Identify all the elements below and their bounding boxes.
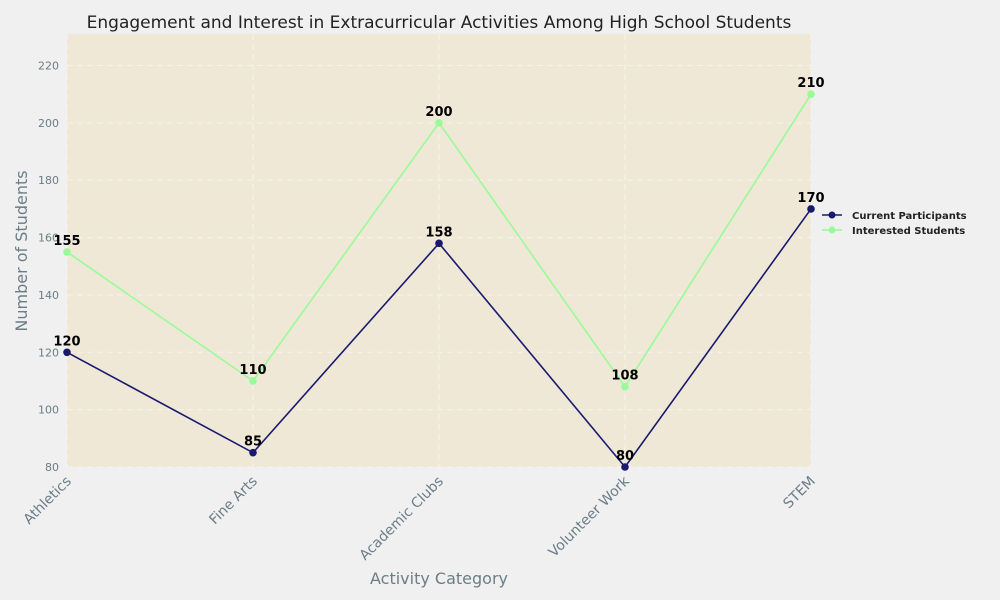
data-label: 85 xyxy=(244,435,262,450)
data-label: 110 xyxy=(239,363,266,378)
data-label: 120 xyxy=(53,334,80,349)
data-point xyxy=(807,205,815,213)
data-label: 158 xyxy=(425,225,452,240)
x-axis-label: Activity Category xyxy=(370,569,508,588)
legend-marker xyxy=(828,211,836,219)
data-point xyxy=(63,348,71,357)
data-point xyxy=(249,377,257,385)
data-label: 80 xyxy=(616,449,634,464)
data-label: 170 xyxy=(797,191,824,206)
y-tick-label: 80 xyxy=(45,461,59,474)
y-axis-label: Number of Students xyxy=(12,170,31,331)
data-labels: 120 85 158 80 170 155 110 200 108 210 xyxy=(53,76,824,464)
y-tick-label: 120 xyxy=(38,346,59,359)
data-point xyxy=(807,90,815,99)
data-label: 108 xyxy=(611,369,638,384)
legend-label: Interested Students xyxy=(852,226,965,237)
legend: Current Participants Interested Students xyxy=(822,211,967,237)
y-tick-label: 180 xyxy=(38,174,59,187)
data-point xyxy=(63,248,71,256)
y-tick-label: 100 xyxy=(38,404,59,417)
data-label: 200 xyxy=(425,105,452,120)
y-axis-ticks: 80 100 120 140 160 180 200 220 xyxy=(38,60,59,474)
data-point xyxy=(621,382,629,391)
y-tick-label: 220 xyxy=(38,60,59,73)
legend-label: Current Participants xyxy=(852,211,967,222)
data-point xyxy=(435,239,443,248)
y-tick-label: 140 xyxy=(38,289,59,302)
y-tick-label: 160 xyxy=(38,232,59,245)
series-layer xyxy=(63,90,815,471)
y-tick-label: 200 xyxy=(38,117,59,130)
chart-title: Engagement and Interest in Extracurricul… xyxy=(87,13,792,33)
data-point xyxy=(435,119,443,127)
data-point xyxy=(249,448,257,457)
data-label: 155 xyxy=(53,234,80,249)
data-point xyxy=(621,463,629,471)
legend-marker xyxy=(828,226,836,234)
data-label: 210 xyxy=(797,76,824,91)
